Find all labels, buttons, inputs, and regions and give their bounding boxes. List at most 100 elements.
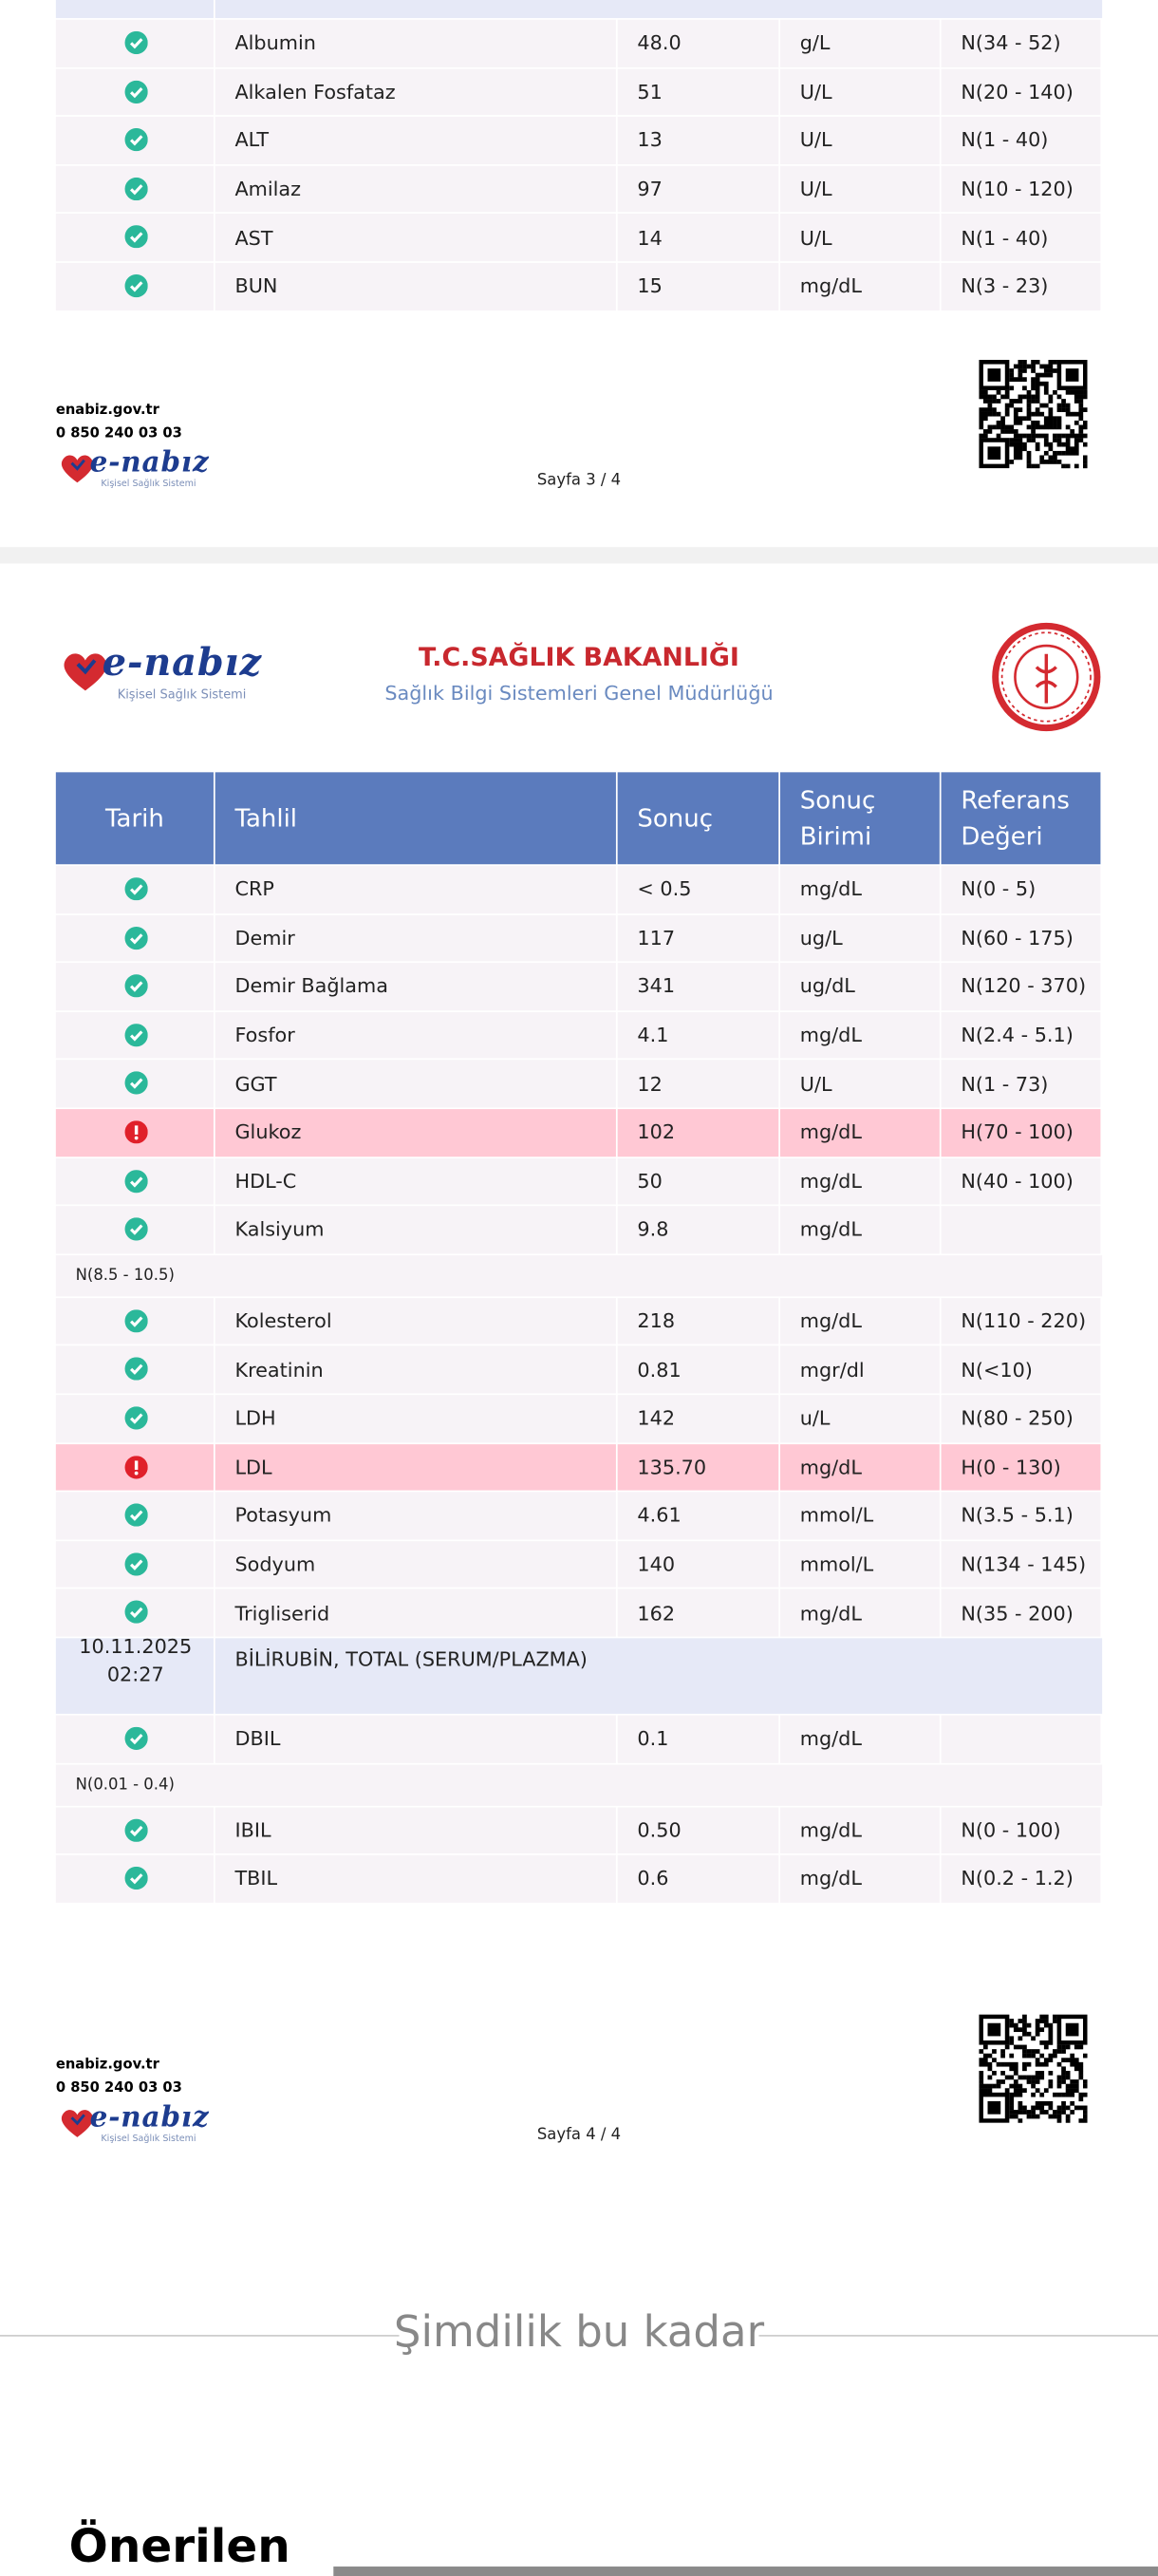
cell-bg: [941, 1206, 1101, 1253]
cell-ref: N(110 - 220): [961, 1309, 1087, 1333]
check-icon: [124, 974, 148, 998]
cell-ref: N(40 - 100): [961, 1169, 1074, 1194]
cell-unit: mg/dL: [799, 877, 862, 901]
cell-bg: [779, 1011, 940, 1060]
cell-unit: mg/dL: [799, 1456, 862, 1479]
cell-result: 4.1: [637, 1024, 669, 1047]
cell-ref: N(1 - 73): [961, 1072, 1049, 1096]
check-icon: [124, 177, 148, 200]
divider: [758, 2335, 1158, 2337]
cell-bg: [617, 262, 779, 310]
cell-result: 14: [637, 226, 663, 250]
check-icon: [124, 1169, 148, 1193]
cell-ref: N(60 - 175): [961, 926, 1074, 950]
cell-bg: [941, 1157, 1101, 1205]
cell-test: Potasyum: [234, 1504, 332, 1528]
cell-test: Alkalen Fosfataz: [234, 80, 396, 103]
check-icon: [124, 1023, 148, 1046]
note-text: N(8.5 - 10.5): [75, 1266, 175, 1285]
cell-test: AST: [234, 226, 273, 250]
check-icon: [124, 1358, 148, 1382]
cell-bg: [617, 1206, 779, 1253]
check-icon: [124, 128, 148, 152]
logo-tagline: Kişisel Sağlık Sistemi: [101, 479, 196, 490]
cell-unit: mg/dL: [799, 1867, 862, 1890]
cell-bg: [617, 1855, 779, 1903]
cell-ref: N(20 - 140): [961, 80, 1074, 103]
cell-ref: H(70 - 100): [961, 1120, 1074, 1144]
cell-bg: [215, 914, 616, 962]
cell-result: 218: [637, 1309, 676, 1333]
cell-bg: [215, 865, 616, 913]
cell-unit: mg/dL: [799, 1818, 862, 1842]
cell-bg: [617, 1806, 779, 1854]
cell-ref: N(0.2 - 1.2): [961, 1867, 1074, 1890]
cell-bg: [215, 1540, 616, 1589]
cell-bg: [779, 1297, 940, 1345]
cell-test: IBIL: [234, 1818, 271, 1842]
cell-result: 48.0: [637, 31, 682, 55]
check-icon: [124, 80, 148, 103]
cell-test: CRP: [234, 877, 274, 901]
cell-bg: [941, 19, 1101, 67]
end-text: Şimdilik bu kadar: [393, 2308, 765, 2359]
cell-unit: U/L: [799, 80, 832, 103]
cell-bg: [941, 914, 1101, 962]
page-gap: [0, 547, 1158, 564]
cell-bg: [617, 1395, 779, 1442]
cell-result: 12: [637, 1072, 663, 1096]
cell-bg: [215, 1395, 616, 1442]
cell-test: GGT: [234, 1072, 277, 1096]
ministry-seal: [992, 622, 1101, 732]
cell-bg: [779, 1395, 940, 1442]
date-text: 02:27: [106, 1663, 164, 1686]
cell-bg: [617, 963, 779, 1010]
table-header-cell: Tarih: [55, 772, 214, 865]
cell-unit: mg/dL: [799, 1727, 862, 1751]
cell-bg: [617, 1109, 779, 1156]
cell-unit: mg/dL: [799, 1218, 862, 1242]
cell-bg: [941, 1715, 1101, 1763]
cell-bg: [779, 1492, 940, 1540]
cell-bg: [215, 1109, 616, 1156]
cell-bg: [941, 117, 1101, 164]
cell-unit: ug/dL: [799, 975, 855, 999]
check-icon: [124, 1071, 148, 1096]
cell-bg: [941, 1806, 1101, 1854]
cell-bg: [617, 117, 779, 164]
cell-bg: [617, 165, 779, 213]
cell-bg: [941, 1345, 1101, 1394]
group-row: [55, 0, 214, 19]
cell-bg: [215, 165, 616, 213]
cell-bg: [941, 1011, 1101, 1060]
cell-result: 4.61: [637, 1504, 682, 1528]
cell-ref: N(3.5 - 5.1): [961, 1504, 1074, 1528]
cell-result: 0.50: [637, 1818, 682, 1842]
check-icon: [124, 1308, 148, 1333]
cell-bg: [617, 1443, 779, 1491]
cell-result: 13: [637, 128, 663, 153]
check-icon: [124, 1726, 148, 1750]
cell-bg: [215, 214, 616, 262]
cell-test: Demir: [234, 926, 295, 950]
cell-unit: mmol/L: [799, 1504, 874, 1528]
footer-site: enabiz.gov.tr: [55, 2057, 159, 2074]
cell-ref: N(0 - 5): [961, 877, 1037, 901]
alert-icon: [124, 1455, 148, 1478]
cell-bg: [215, 1157, 616, 1205]
cell-bg: [779, 1855, 940, 1903]
cell-bg: [617, 1060, 779, 1108]
cell-bg: [941, 1443, 1101, 1491]
cell-bg: [941, 1540, 1101, 1589]
cell-ref: N(34 - 52): [961, 31, 1061, 55]
header-subtitle: Sağlık Bilgi Sistemleri Genel Müdürlüğü: [384, 682, 774, 705]
check-icon: [124, 1601, 148, 1625]
cell-bg: [779, 117, 940, 164]
cell-unit: mg/dL: [799, 274, 862, 298]
page-label: Sayfa 3 / 4: [536, 471, 622, 490]
cell-ref: N(10 - 120): [961, 178, 1074, 201]
group-row: [215, 0, 1103, 19]
section-title: Önerilen: [68, 2518, 290, 2573]
cell-result: 341: [637, 975, 676, 999]
cell-unit: mmol/L: [799, 1552, 874, 1576]
